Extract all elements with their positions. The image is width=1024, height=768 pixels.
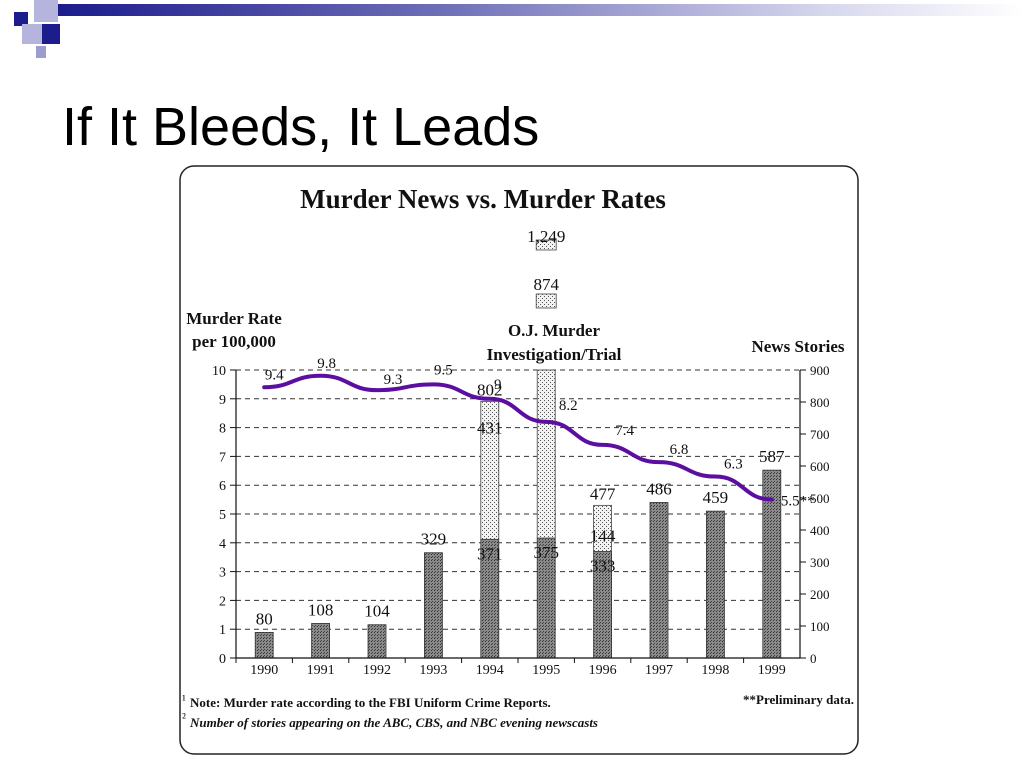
news-bar-label: 333 xyxy=(590,556,616,575)
left-tick-label: 4 xyxy=(219,537,226,552)
news-bar-label: 329 xyxy=(421,530,447,549)
corner-decoration xyxy=(0,0,80,60)
oj-annotation-line1: O.J. Murder xyxy=(508,321,601,340)
news-bar xyxy=(367,624,387,659)
news-bar-label: 486 xyxy=(646,479,672,498)
oj-total-label: 802 xyxy=(477,380,503,399)
left-tick-label: 3 xyxy=(219,566,226,581)
left-tick-label: 5 xyxy=(219,508,226,523)
right-tick-label: 600 xyxy=(810,459,830,474)
x-tick-label: 1993 xyxy=(419,663,447,678)
header-gradient-bar xyxy=(58,4,1024,16)
oj-value-label: 144 xyxy=(590,526,616,545)
murder-chart: Murder News vs. Murder Rates Murder Rate… xyxy=(179,165,859,755)
murder-rate-label: 9.8 xyxy=(317,356,336,372)
right-axis-label: News Stories xyxy=(751,337,844,356)
oj-total-label: 1,249 xyxy=(527,227,565,246)
oj-bar-break-piece xyxy=(535,239,557,251)
right-tick-label: 900 xyxy=(810,363,830,378)
oj-bar-segment xyxy=(480,400,500,540)
news-bar xyxy=(706,510,725,659)
x-tick-label: 1994 xyxy=(476,663,504,678)
x-tick-label: 1990 xyxy=(250,663,278,678)
x-tick-label: 1991 xyxy=(307,663,335,678)
right-tick-label: 800 xyxy=(810,395,830,410)
left-tick-label: 7 xyxy=(219,450,226,465)
left-tick-label: 0 xyxy=(219,652,226,667)
chart-border xyxy=(179,165,859,755)
left-tick-label: 1 xyxy=(219,623,226,638)
left-tick-label: 2 xyxy=(219,594,226,609)
news-bar-label: 371 xyxy=(477,544,503,563)
left-tick-label: 9 xyxy=(219,393,226,408)
left-tick-label: 6 xyxy=(219,479,226,494)
x-tick-label: 1996 xyxy=(589,663,617,678)
oj-annotation-line2: Investigation/Trial xyxy=(487,345,622,364)
right-tick-label: 200 xyxy=(810,587,830,602)
news-bar-label: 587 xyxy=(759,447,785,466)
x-tick-label: 1995 xyxy=(532,663,560,678)
right-tick-label: 300 xyxy=(810,555,830,570)
murder-rate-label: 6.3 xyxy=(724,457,743,473)
murder-rate-label: 8.2 xyxy=(559,398,578,414)
news-bar-label: 375 xyxy=(533,543,559,562)
oj-total-label: 477 xyxy=(590,484,616,503)
news-bar xyxy=(423,552,443,659)
chart-title: Murder News vs. Murder Rates xyxy=(300,184,666,214)
x-tick-label: 1992 xyxy=(363,663,391,678)
murder-rate-label: 7.4 xyxy=(615,423,634,439)
news-bar-label: 104 xyxy=(364,602,390,621)
murder-rate-label: 6.8 xyxy=(670,442,689,458)
note-marker-2: ² xyxy=(182,710,186,725)
note-3: **Preliminary data. xyxy=(743,692,854,707)
murder-rate-line xyxy=(262,373,774,502)
news-bar xyxy=(311,623,331,659)
oj-bar-segment xyxy=(593,504,613,552)
murder-rate-label: 5.5** xyxy=(781,494,815,510)
news-bar xyxy=(649,502,669,659)
murder-rate-label: 9.5 xyxy=(434,362,453,378)
note-marker-1: ¹ xyxy=(182,692,186,707)
x-tick-label: 1998 xyxy=(701,663,729,678)
left-tick-label: 8 xyxy=(219,422,226,437)
news-bar-label: 80 xyxy=(256,609,273,628)
right-tick-label: 400 xyxy=(810,523,830,538)
murder-rate-label: 9 xyxy=(494,377,502,393)
left-axis-label-line2: per 100,000 xyxy=(192,332,276,351)
note-2: Number of stories appearing on the ABC, … xyxy=(189,715,598,730)
oj-value-label: 874 xyxy=(533,275,559,294)
news-bar-label: 108 xyxy=(308,600,334,619)
right-tick-label: 700 xyxy=(810,427,830,442)
oj-value-label: 431 xyxy=(477,418,503,437)
left-tick-label: 10 xyxy=(212,364,226,379)
murder-rate-label: 9.3 xyxy=(384,372,403,388)
murder-rate-label: 9.4 xyxy=(265,367,284,383)
left-axis-label-line1: Murder Rate xyxy=(186,309,282,328)
right-tick-label: 0 xyxy=(810,651,817,666)
oj-bar-segment xyxy=(536,369,556,539)
oj-bar-break-piece xyxy=(535,293,557,309)
x-tick-label: 1997 xyxy=(645,663,673,678)
chart-panel: Murder News vs. Murder Rates Murder Rate… xyxy=(176,164,862,758)
x-tick-label: 1999 xyxy=(758,663,786,678)
note-1: Note: Murder rate according to the FBI U… xyxy=(190,695,551,710)
right-tick-label: 100 xyxy=(810,619,830,634)
news-bar-label: 459 xyxy=(703,488,729,507)
right-tick-label: 500 xyxy=(810,491,830,506)
slide-title: If It Bleeds, It Leads xyxy=(62,97,540,157)
news-bar xyxy=(254,631,274,659)
